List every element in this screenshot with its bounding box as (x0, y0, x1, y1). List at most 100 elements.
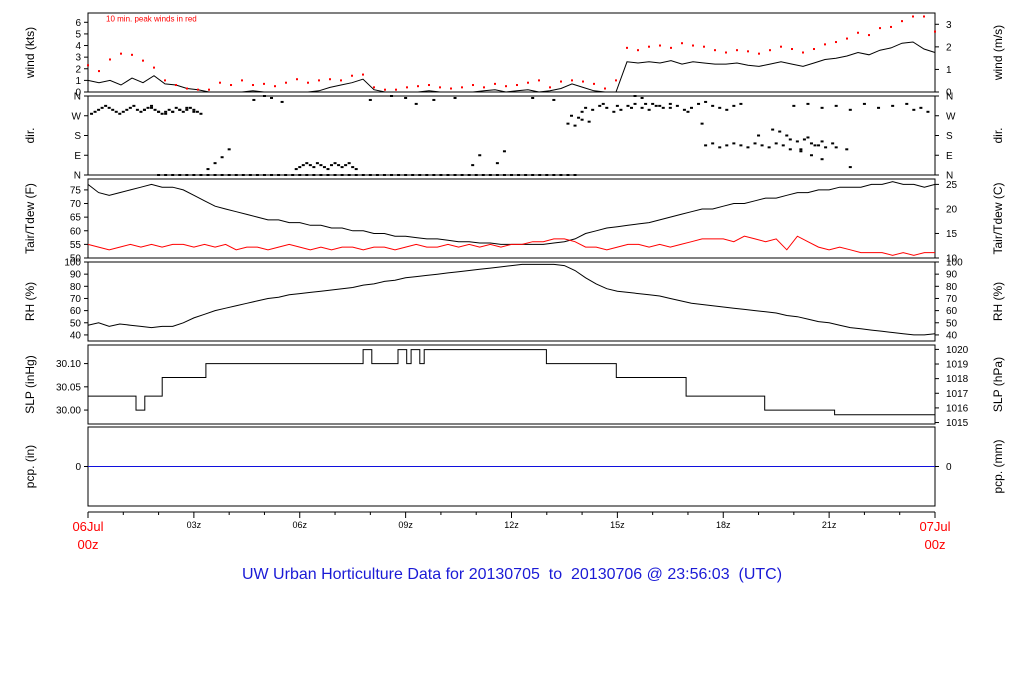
peak-wind-point (813, 48, 815, 51)
wind-direction-point (912, 108, 916, 111)
wind-direction-point (781, 144, 785, 147)
wind-direction-point (502, 174, 506, 176)
right-axis-label: dir. (991, 127, 1005, 143)
wind-direction-point (199, 174, 203, 176)
peak-wind-point (395, 88, 397, 91)
wind-direction-point (809, 154, 813, 157)
wind-direction-point (107, 106, 111, 109)
peak-wind-annotation: 10 min. peak winds in red (106, 15, 197, 24)
right-tick-label: 15 (946, 229, 958, 240)
right-tick-label: 1017 (946, 389, 969, 400)
air-temperature-line (87, 181, 936, 245)
peak-wind-point (648, 45, 650, 48)
wind-direction-point (411, 174, 415, 176)
wind-direction-point (806, 136, 810, 139)
wind-direction-point (453, 174, 457, 176)
peak-wind-point (230, 84, 232, 87)
y-tick-label: E (74, 151, 81, 162)
wind-direction-point (432, 174, 436, 176)
wind-direction-point (566, 174, 570, 176)
wind-direction-point (862, 102, 866, 105)
wind-direction-point (241, 174, 245, 176)
wind-direction-point (206, 168, 210, 171)
y-tick-label: 60 (70, 226, 82, 237)
right-tick-label: 70 (946, 294, 958, 305)
peak-wind-point (802, 51, 804, 54)
peak-wind-point (186, 87, 188, 90)
panel-frame (87, 178, 936, 259)
wind-direction-point (460, 174, 464, 176)
wind-direction-point (174, 106, 178, 109)
wind-direction-point (188, 106, 192, 109)
wind-direction-point (255, 174, 259, 176)
wind-direction-point (361, 174, 365, 176)
y-tick-label: 90 (70, 270, 82, 281)
wind-direction-point (771, 128, 775, 131)
wind-direction-point (199, 112, 203, 115)
right-tick-label: 40 (946, 330, 958, 341)
wind-direction-point (192, 110, 196, 113)
y-tick-label: 1 (75, 76, 81, 87)
wind-direction-point (760, 144, 764, 147)
wind-direction-point (824, 146, 828, 149)
wind-direction-point (280, 100, 284, 103)
wind-direction-point (178, 108, 182, 111)
peak-wind-point (604, 87, 606, 90)
peak-wind-point (219, 81, 221, 84)
wind-direction-point (213, 174, 217, 176)
x-tick-label: 12z (504, 520, 519, 530)
peak-wind-point (615, 79, 617, 82)
wind-direction-point (150, 106, 154, 109)
peak-wind-point (824, 43, 826, 46)
wind-direction-point (192, 108, 196, 111)
wind-direction-point (312, 174, 316, 176)
right-axis-label: wind (m/s) (991, 25, 1005, 81)
peak-wind-point (208, 88, 210, 91)
wind-direction-point (647, 108, 651, 111)
wind-direction-point (725, 144, 729, 147)
wind-direction-point (114, 110, 118, 113)
wind-direction-point (587, 120, 591, 123)
right-tick-label: 1 (946, 65, 952, 76)
wind-direction-point (806, 102, 810, 105)
peak-wind-point (901, 20, 903, 23)
wind-direction-point (788, 138, 792, 141)
wind-direction-point (100, 106, 104, 109)
y-axis-label: dir. (23, 127, 37, 143)
wind-direction-point (344, 164, 348, 167)
wind-direction-point (725, 108, 729, 111)
peak-wind-point (725, 51, 727, 54)
wind-direction-point (488, 174, 492, 176)
y-tick-label: 3 (75, 53, 81, 64)
wind-direction-point (390, 95, 394, 97)
y-axis-label: Tair/Tdew (F) (23, 183, 37, 254)
peak-wind-point (131, 53, 133, 56)
wind-direction-point (757, 134, 761, 137)
peak-wind-point (769, 49, 771, 52)
peak-wind-point (912, 15, 914, 18)
wind-direction-point (294, 168, 298, 171)
panel-frame (87, 344, 936, 425)
wind-direction-point (478, 154, 482, 157)
y-tick-label: 0 (75, 462, 81, 473)
y-tick-label: 60 (70, 306, 82, 317)
wind-direction-point (171, 110, 175, 113)
wind-direction-point (414, 102, 418, 105)
wind-direction-point (569, 114, 573, 117)
peak-wind-point (857, 31, 859, 34)
sea-level-pressure-line (88, 349, 935, 416)
peak-wind-point (835, 41, 837, 44)
wind-direction-point (432, 98, 436, 101)
wind-direction-point (164, 174, 168, 176)
wind-direction-point (111, 108, 115, 111)
wind-direction-point (524, 174, 528, 176)
peak-wind-point (120, 52, 122, 55)
wind-direction-point (626, 104, 630, 107)
wind-direction-point (926, 110, 930, 113)
peak-wind-point (560, 80, 562, 83)
wind-direction-point (150, 104, 154, 107)
wind-direction-point (552, 174, 556, 176)
wind-direction-point (792, 104, 796, 107)
wind-direction-point (404, 96, 408, 99)
wind-direction-point (340, 174, 344, 176)
